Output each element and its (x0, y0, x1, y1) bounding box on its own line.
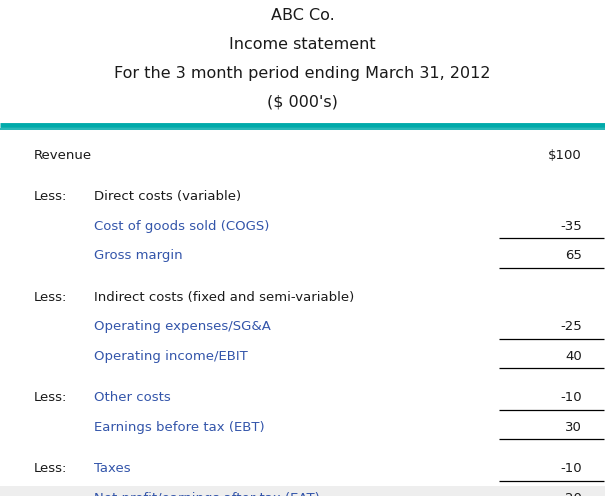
Text: Less:: Less: (33, 391, 67, 404)
Text: 30: 30 (565, 421, 582, 434)
Text: 65: 65 (565, 249, 582, 262)
Text: Other costs: Other costs (94, 391, 171, 404)
Text: Less:: Less: (33, 190, 67, 203)
Text: Revenue: Revenue (33, 149, 91, 162)
Text: For the 3 month period ending March 31, 2012: For the 3 month period ending March 31, … (114, 66, 491, 81)
Text: -10: -10 (560, 391, 582, 404)
Text: Income statement: Income statement (229, 37, 376, 52)
Text: Direct costs (variable): Direct costs (variable) (94, 190, 241, 203)
Text: Less:: Less: (33, 291, 67, 304)
Text: Cost of goods sold (COGS): Cost of goods sold (COGS) (94, 220, 269, 233)
Text: Indirect costs (fixed and semi-variable): Indirect costs (fixed and semi-variable) (94, 291, 354, 304)
Text: $100: $100 (548, 149, 582, 162)
Text: Gross margin: Gross margin (94, 249, 182, 262)
Text: -35: -35 (560, 220, 582, 233)
Text: -25: -25 (560, 320, 582, 333)
Text: -10: -10 (560, 462, 582, 475)
Text: Net profit/earnings after tax (EAT): Net profit/earnings after tax (EAT) (94, 492, 319, 496)
Text: Operating income/EBIT: Operating income/EBIT (94, 350, 247, 363)
Text: Operating expenses/SG&A: Operating expenses/SG&A (94, 320, 270, 333)
Text: 20: 20 (565, 492, 582, 496)
Text: ($ 000's): ($ 000's) (267, 95, 338, 110)
Text: 40: 40 (565, 350, 582, 363)
Text: Taxes: Taxes (94, 462, 131, 475)
Bar (0, 486, 605, 496)
Text: ABC Co.: ABC Co. (270, 8, 335, 23)
Text: Less:: Less: (33, 462, 67, 475)
Text: Earnings before tax (EBT): Earnings before tax (EBT) (94, 421, 264, 434)
